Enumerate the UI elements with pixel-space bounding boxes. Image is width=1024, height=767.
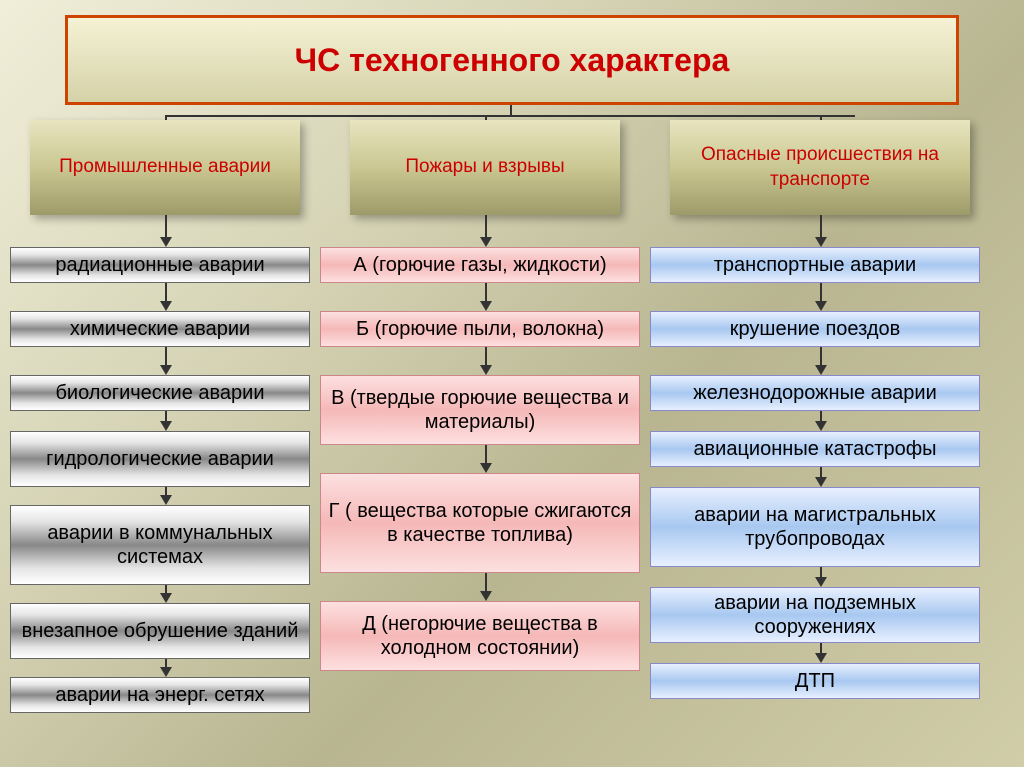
item-text: Б (горючие пыли, волокна) — [356, 317, 604, 341]
arrow-icon — [160, 237, 172, 247]
connector — [820, 347, 822, 365]
item-text: гидрологические аварии — [46, 447, 274, 471]
connector — [485, 347, 487, 365]
col3-item: аварии на подземных сооружениях — [650, 587, 980, 643]
col2-item: Д (негорючие вещества в холодном состоян… — [320, 601, 640, 671]
connector — [165, 347, 167, 365]
main-title: ЧС техногенного характера — [295, 42, 730, 79]
arrow-icon — [815, 237, 827, 247]
col1-item: аварии на энерг. сетях — [10, 677, 310, 713]
item-text: крушение поездов — [730, 317, 901, 341]
col3-item: железнодорожные аварии — [650, 375, 980, 411]
connector — [165, 585, 167, 593]
connector — [165, 487, 167, 495]
col3-item: ДТП — [650, 663, 980, 699]
arrow-icon — [815, 653, 827, 663]
arrow-icon — [480, 237, 492, 247]
col1-item: радиационные аварии — [10, 247, 310, 283]
connector — [165, 283, 167, 301]
item-text: внезапное обрушение зданий — [22, 619, 299, 643]
connector — [485, 573, 487, 591]
item-text: аварии на энерг. сетях — [55, 683, 264, 707]
item-text: аварии в коммунальных системах — [16, 521, 304, 569]
category-label: Опасные происшествия на транспорте — [680, 143, 960, 192]
connector — [485, 215, 487, 237]
item-text: аварии на магистральных трубопроводах — [656, 503, 974, 551]
category-transport: Опасные происшествия на транспорте — [670, 120, 970, 215]
connector — [820, 411, 822, 421]
connector — [485, 283, 487, 301]
arrow-icon — [160, 365, 172, 375]
connector — [165, 411, 167, 421]
arrow-icon — [815, 301, 827, 311]
connector — [820, 643, 822, 653]
col3-item: авиационные катастрофы — [650, 431, 980, 467]
arrow-icon — [815, 421, 827, 431]
category-fires: Пожары и взрывы — [350, 120, 620, 215]
connector — [510, 105, 512, 115]
arrow-icon — [160, 593, 172, 603]
item-text: Г ( вещества которые сжигаются в качеств… — [326, 499, 634, 547]
connector — [820, 215, 822, 237]
col2-item: В (твердые горючие вещества и материалы) — [320, 375, 640, 445]
item-text: В (твердые горючие вещества и материалы) — [326, 386, 634, 434]
connector — [165, 659, 167, 667]
arrow-icon — [160, 667, 172, 677]
arrow-icon — [815, 365, 827, 375]
arrow-icon — [815, 477, 827, 487]
category-industrial: Промышленные аварии — [30, 120, 300, 215]
category-label: Пожары и взрывы — [405, 155, 564, 180]
col3-item: аварии на магистральных трубопроводах — [650, 487, 980, 567]
connector — [485, 445, 487, 463]
col1-item: гидрологические аварии — [10, 431, 310, 487]
arrow-icon — [815, 577, 827, 587]
connector — [820, 467, 822, 477]
arrow-icon — [160, 495, 172, 505]
item-text: авиационные катастрофы — [693, 437, 936, 461]
connector — [165, 115, 855, 117]
item-text: железнодорожные аварии — [693, 381, 937, 405]
connector — [820, 283, 822, 301]
col2-item: Г ( вещества которые сжигаются в качеств… — [320, 473, 640, 573]
category-label: Промышленные аварии — [59, 155, 271, 180]
arrow-icon — [480, 591, 492, 601]
item-text: транспортные аварии — [714, 253, 916, 277]
col3-item: транспортные аварии — [650, 247, 980, 283]
item-text: радиационные аварии — [55, 253, 264, 277]
item-text: аварии на подземных сооружениях — [656, 591, 974, 639]
connector — [165, 215, 167, 237]
col2-item: Б (горючие пыли, волокна) — [320, 311, 640, 347]
item-text: химические аварии — [70, 317, 250, 341]
item-text: биологические аварии — [55, 381, 264, 405]
item-text: Д (негорючие вещества в холодном состоян… — [326, 612, 634, 660]
item-text: ДТП — [795, 669, 835, 693]
col3-item: крушение поездов — [650, 311, 980, 347]
arrow-icon — [160, 421, 172, 431]
col2-item: А (горючие газы, жидкости) — [320, 247, 640, 283]
col1-item: биологические аварии — [10, 375, 310, 411]
col1-item: внезапное обрушение зданий — [10, 603, 310, 659]
connector — [820, 567, 822, 577]
arrow-icon — [480, 365, 492, 375]
arrow-icon — [160, 301, 172, 311]
arrow-icon — [480, 301, 492, 311]
item-text: А (горючие газы, жидкости) — [353, 253, 606, 277]
col1-item: аварии в коммунальных системах — [10, 505, 310, 585]
arrow-icon — [480, 463, 492, 473]
title-panel: ЧС техногенного характера — [65, 15, 959, 105]
col1-item: химические аварии — [10, 311, 310, 347]
